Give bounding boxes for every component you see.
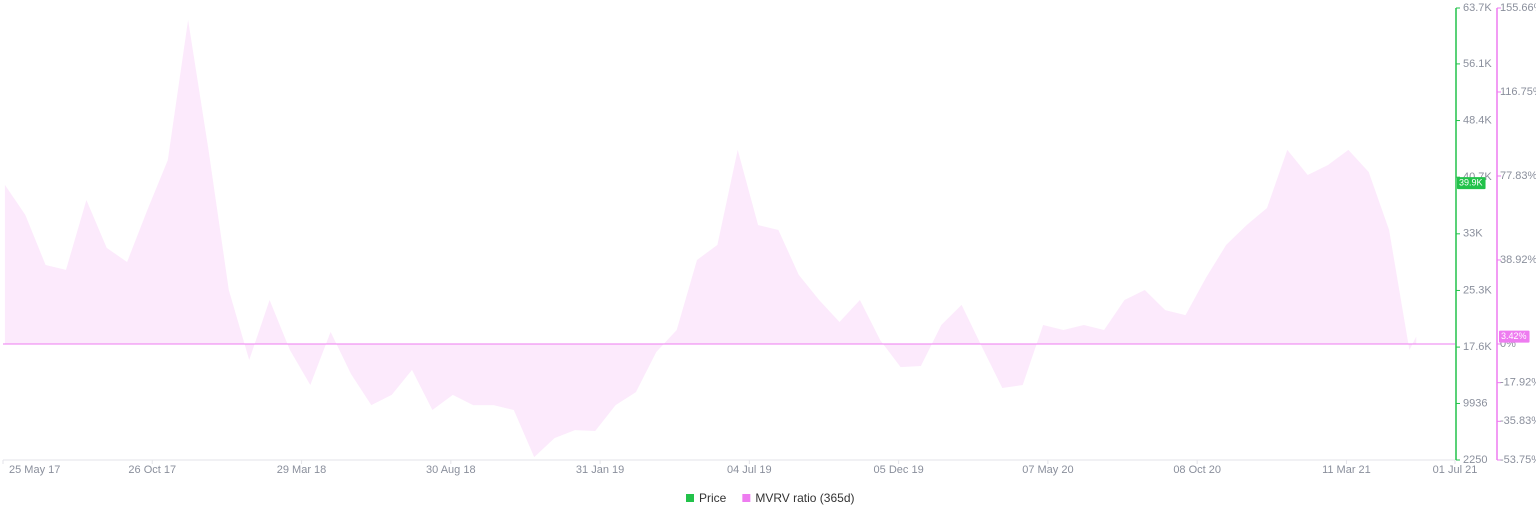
x-tick-label: 29 Mar 18 [277, 464, 327, 476]
y2-tick-label: 38.92% [1500, 254, 1536, 266]
y2-tick-label: 77.83% [1500, 170, 1536, 182]
legend-label: Price [699, 491, 727, 505]
value-tag-box [1499, 330, 1530, 343]
y2-tick-label: -53.75% [1500, 454, 1536, 466]
value-tag: 39.9K [1457, 177, 1486, 190]
x-tick-label: 08 Oct 20 [1173, 464, 1221, 476]
y-tick-label: 25.3K [1463, 284, 1492, 296]
y-tick-label: 63.7K [1463, 2, 1492, 14]
x-tick-label: 25 May 17 [9, 464, 60, 476]
x-tick-label: 11 Mar 21 [1322, 464, 1371, 476]
x-tick-label: 01 Jul 21 [1433, 464, 1478, 476]
x-tick-label: 05 Dec 19 [874, 464, 924, 476]
value-tag-label: 39.9K [1459, 177, 1483, 187]
y-tick-label: 9936 [1463, 397, 1487, 409]
y-tick-label: 2250 [1463, 454, 1487, 466]
y-tick-label: 17.6K [1463, 341, 1492, 353]
y2-tick-label: -35.83% [1500, 415, 1536, 427]
value-tag-label: 3.42% [1501, 331, 1527, 341]
legend-label: MVRV ratio (365d) [755, 491, 854, 505]
y2-tick-label: 116.75% [1500, 86, 1536, 98]
x-tick-label: 31 Jan 19 [576, 464, 624, 476]
legend-swatch [686, 494, 694, 502]
value-tag-box [1457, 177, 1486, 190]
x-tick-label: 30 Aug 18 [426, 464, 476, 476]
value-tag: 3.42% [1499, 330, 1530, 343]
x-tick-label: 26 Oct 17 [128, 464, 176, 476]
y-tick-label: 56.1K [1463, 58, 1492, 70]
y2-tick-label: -17.92% [1500, 377, 1536, 389]
x-tick-label: 07 May 20 [1022, 464, 1073, 476]
y-tick-label: 48.4K [1463, 114, 1492, 126]
y2-tick-label: 155.66% [1500, 2, 1536, 14]
x-tick-label: 04 Jul 19 [727, 464, 772, 476]
area [4, 20, 1417, 458]
y-tick-label: 33K [1463, 228, 1483, 240]
legend-swatch [742, 494, 751, 502]
legend: Price MVRV ratio (365d) [686, 491, 855, 505]
